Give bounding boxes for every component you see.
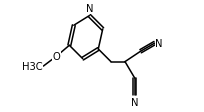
Text: N: N xyxy=(155,39,163,49)
Text: N: N xyxy=(131,97,138,107)
Text: O: O xyxy=(53,52,61,61)
Text: H3C: H3C xyxy=(22,61,43,71)
Text: N: N xyxy=(86,4,93,14)
